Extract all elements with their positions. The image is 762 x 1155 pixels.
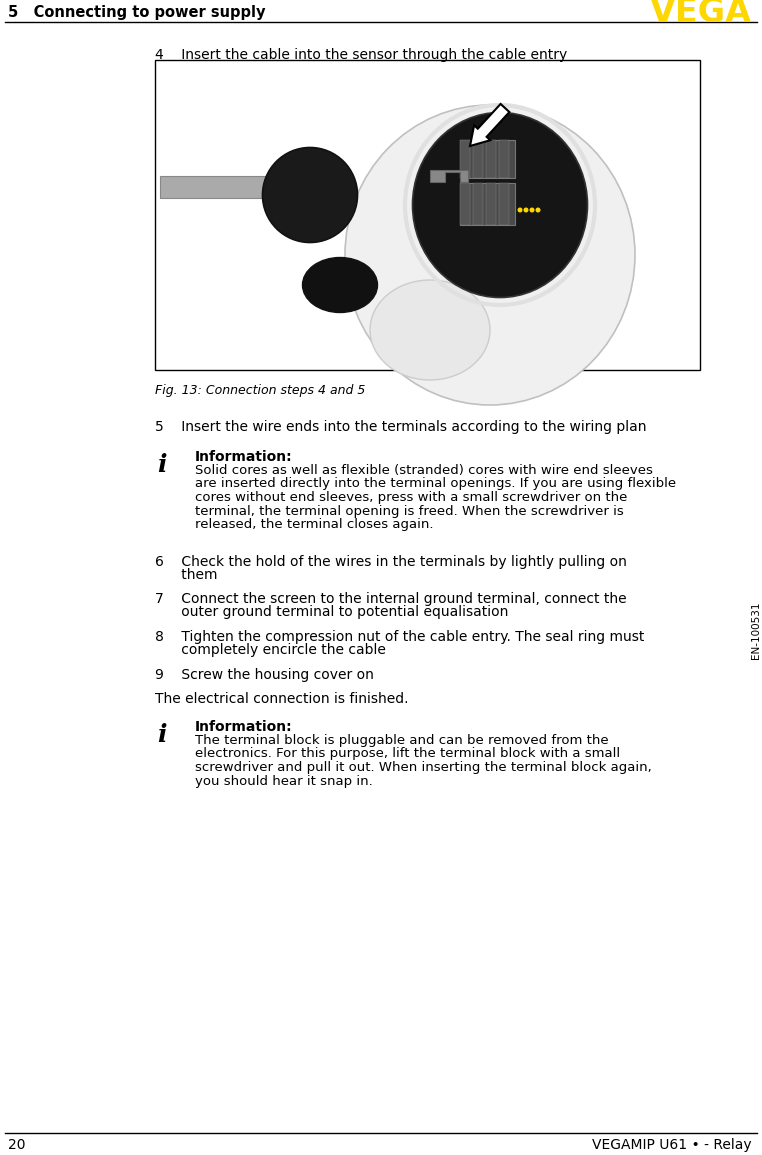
Text: you should hear it snap in.: you should hear it snap in. bbox=[195, 775, 373, 788]
Text: Fig. 13: Connection steps 4 and 5: Fig. 13: Connection steps 4 and 5 bbox=[155, 383, 365, 397]
Circle shape bbox=[523, 208, 529, 213]
Text: released, the terminal closes again.: released, the terminal closes again. bbox=[195, 517, 434, 531]
Bar bbox=[486, 140, 496, 178]
Text: are inserted directly into the terminal openings. If you are using flexible: are inserted directly into the terminal … bbox=[195, 477, 676, 491]
Text: 6    Check the hold of the wires in the terminals by lightly pulling on: 6 Check the hold of the wires in the ter… bbox=[155, 556, 627, 569]
Text: electronics. For this purpose, lift the terminal block with a small: electronics. For this purpose, lift the … bbox=[195, 747, 620, 760]
Bar bbox=[460, 182, 470, 225]
Text: i: i bbox=[157, 453, 167, 477]
Bar bbox=[155, 60, 700, 370]
Text: screwdriver and pull it out. When inserting the terminal block again,: screwdriver and pull it out. When insert… bbox=[195, 761, 652, 774]
Bar bbox=[499, 182, 509, 225]
Text: The terminal block is pluggable and can be removed from the: The terminal block is pluggable and can … bbox=[195, 733, 609, 747]
Circle shape bbox=[517, 208, 523, 213]
Text: Information:: Information: bbox=[195, 450, 293, 464]
FancyArrow shape bbox=[470, 104, 510, 146]
Circle shape bbox=[536, 208, 540, 213]
Text: 5    Insert the wire ends into the terminals according to the wiring plan: 5 Insert the wire ends into the terminal… bbox=[155, 420, 646, 434]
Ellipse shape bbox=[412, 112, 588, 298]
Text: Information:: Information: bbox=[195, 720, 293, 733]
Bar bbox=[473, 182, 483, 225]
Text: them: them bbox=[155, 568, 217, 582]
Text: 5   Connecting to power supply: 5 Connecting to power supply bbox=[8, 6, 265, 21]
Bar bbox=[460, 140, 470, 178]
Text: outer ground terminal to potential equalisation: outer ground terminal to potential equal… bbox=[155, 605, 508, 619]
Text: cores without end sleeves, press with a small screwdriver on the: cores without end sleeves, press with a … bbox=[195, 491, 627, 504]
Text: EN-100531: EN-100531 bbox=[751, 602, 761, 658]
Text: i: i bbox=[157, 723, 167, 747]
Text: 7    Connect the screen to the internal ground terminal, connect the: 7 Connect the screen to the internal gro… bbox=[155, 593, 626, 606]
Text: 9    Screw the housing cover on: 9 Screw the housing cover on bbox=[155, 668, 374, 681]
Ellipse shape bbox=[303, 258, 377, 313]
Text: completely encircle the cable: completely encircle the cable bbox=[155, 643, 386, 657]
Bar bbox=[499, 140, 509, 178]
Text: VEGA: VEGA bbox=[650, 0, 752, 30]
Text: Solid cores as well as flexible (stranded) cores with wire end sleeves: Solid cores as well as flexible (strande… bbox=[195, 464, 653, 477]
Circle shape bbox=[530, 208, 534, 213]
Text: 8    Tighten the compression nut of the cable entry. The seal ring must: 8 Tighten the compression nut of the cab… bbox=[155, 629, 645, 644]
Bar bbox=[473, 140, 483, 178]
Text: The electrical connection is finished.: The electrical connection is finished. bbox=[155, 692, 408, 706]
Text: VEGAMIP U61 • - Relay: VEGAMIP U61 • - Relay bbox=[592, 1138, 752, 1152]
Text: 20: 20 bbox=[8, 1138, 25, 1152]
Bar bbox=[486, 182, 496, 225]
Ellipse shape bbox=[370, 280, 490, 380]
Text: 4    Insert the cable into the sensor through the cable entry: 4 Insert the cable into the sensor throu… bbox=[155, 49, 567, 62]
Polygon shape bbox=[430, 170, 468, 182]
Bar bbox=[460, 182, 515, 225]
Bar bbox=[460, 140, 515, 178]
Ellipse shape bbox=[262, 148, 357, 243]
Ellipse shape bbox=[345, 105, 635, 405]
Text: terminal, the terminal opening is freed. When the screwdriver is: terminal, the terminal opening is freed.… bbox=[195, 505, 624, 517]
Bar bbox=[160, 176, 290, 198]
